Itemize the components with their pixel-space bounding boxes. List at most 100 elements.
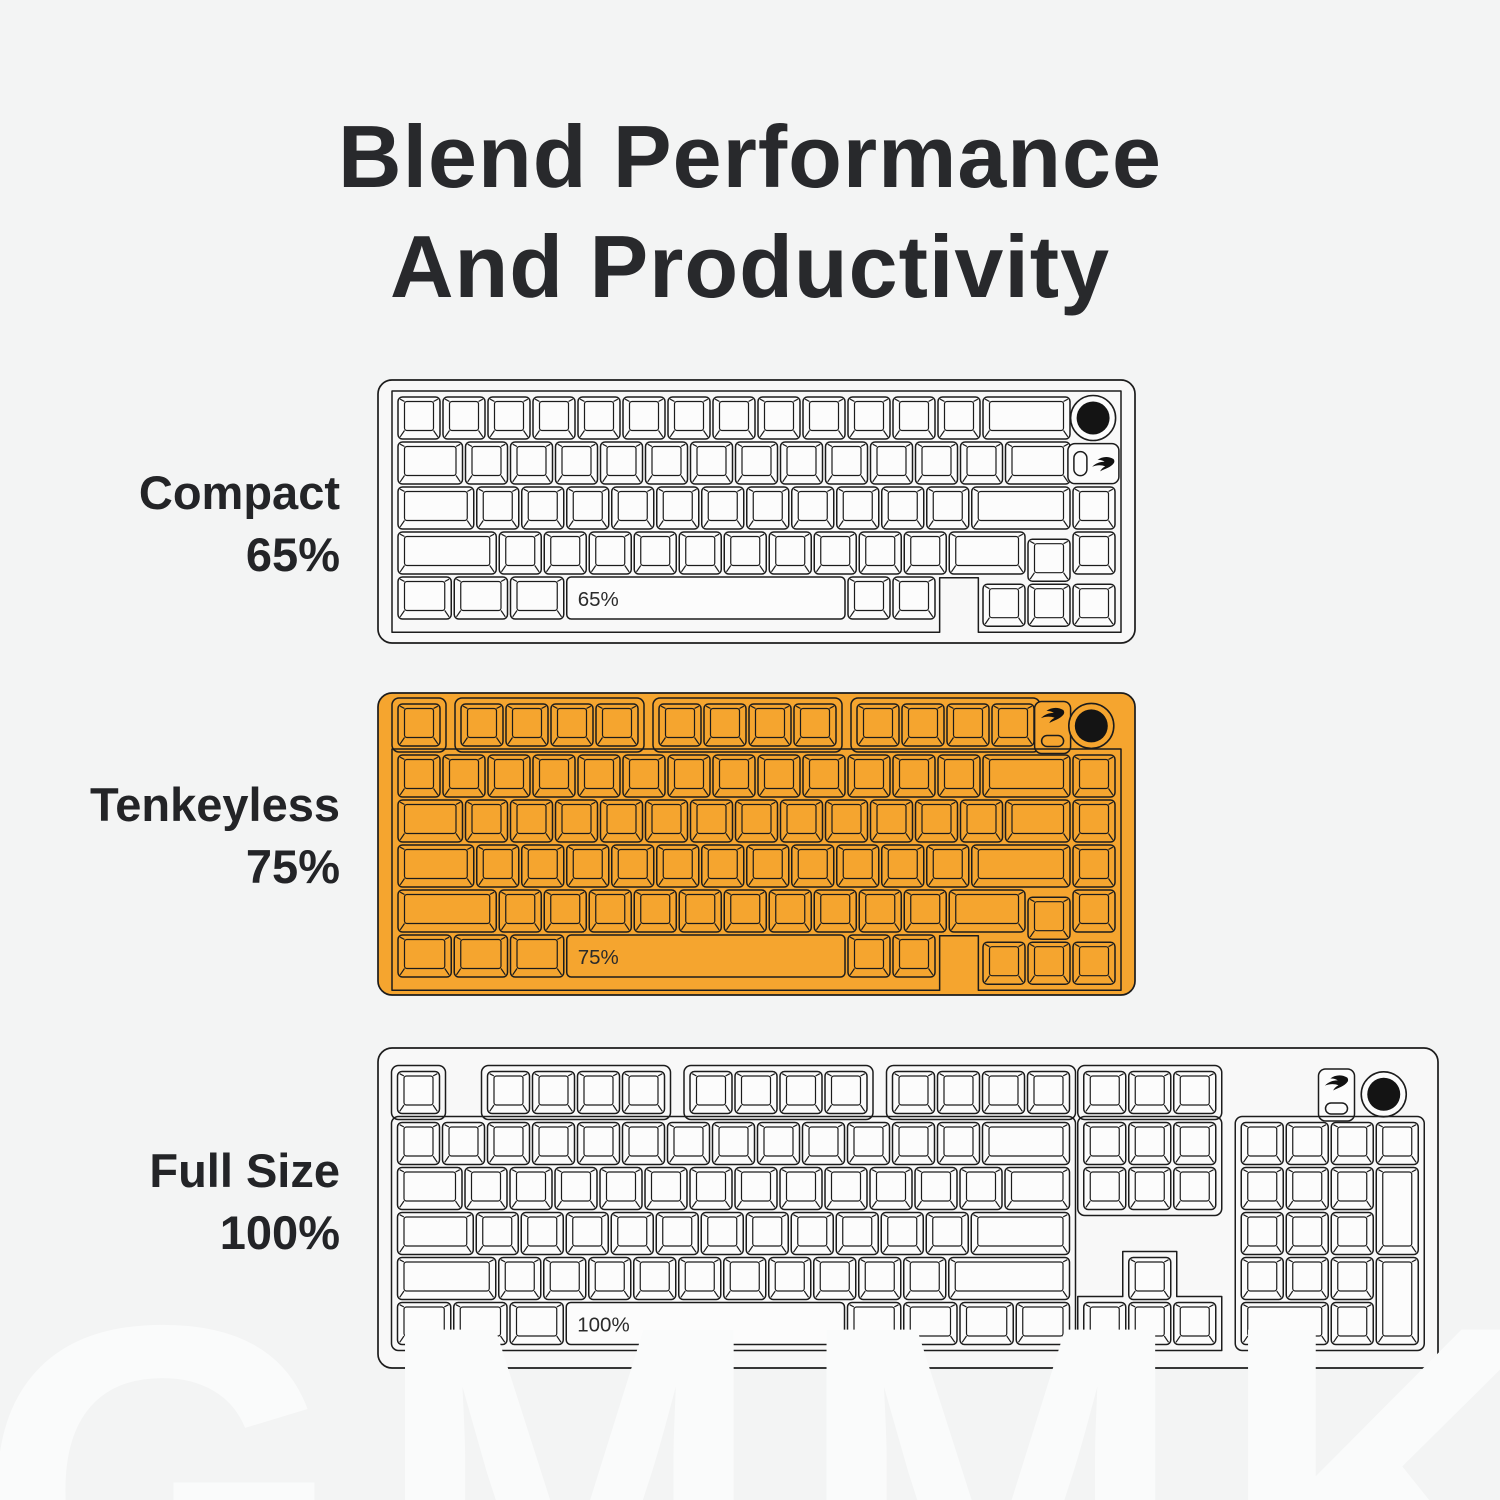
spacebar-size-label: 100%	[577, 1314, 629, 1337]
keycap	[970, 1211, 1071, 1256]
label-fullsize-name: Full Size	[149, 1144, 340, 1197]
keycap	[700, 1211, 744, 1256]
title-line-1: Blend Performance	[338, 107, 1162, 206]
keycap	[476, 486, 520, 530]
keycap	[892, 934, 936, 978]
keycap	[611, 844, 655, 888]
keycap	[1027, 538, 1071, 582]
keycap	[1072, 889, 1116, 933]
keyboard-fullsize-100-graphic: 100%	[377, 1047, 1439, 1369]
keycap	[1285, 1121, 1329, 1166]
gmmk-watermark: GMMK	[0, 1228, 1500, 1500]
keycap	[1128, 1166, 1172, 1211]
keycap	[824, 799, 869, 843]
rotary-knob	[1360, 1070, 1408, 1118]
keycap	[824, 1166, 868, 1211]
keycap	[689, 799, 734, 843]
keycap	[903, 531, 947, 575]
keycap	[869, 799, 914, 843]
indicator-panel	[1067, 442, 1120, 485]
keycap	[712, 396, 756, 440]
keycap	[397, 799, 464, 843]
keycap	[1072, 941, 1116, 985]
keycap	[453, 576, 509, 620]
keycap	[926, 486, 970, 530]
keycap	[981, 1070, 1026, 1115]
keycap	[633, 1256, 677, 1301]
key-plate	[1234, 1115, 1425, 1352]
keycap	[746, 486, 790, 530]
keycap	[554, 1166, 598, 1211]
keycap	[869, 441, 914, 485]
keycap	[464, 799, 509, 843]
label-fullsize-100: Full Size 100%	[0, 1140, 340, 1264]
keycap	[1173, 1121, 1217, 1166]
keycap	[847, 934, 891, 978]
keycap	[1072, 754, 1116, 798]
keycap	[847, 754, 891, 798]
keycap	[1083, 1166, 1127, 1211]
keycap	[881, 844, 925, 888]
keycap	[835, 1211, 879, 1256]
key-plate	[652, 697, 843, 753]
label-tenkeyless-name: Tenkeyless	[90, 778, 340, 831]
keycap	[1027, 896, 1071, 940]
keycap	[666, 1121, 711, 1166]
keycap	[734, 441, 779, 485]
keycap	[521, 486, 565, 530]
keycap	[703, 703, 747, 747]
keycap	[791, 486, 835, 530]
keycap	[734, 799, 779, 843]
keycap	[396, 1166, 463, 1211]
keycap	[667, 396, 711, 440]
rotary-knob	[1069, 394, 1117, 442]
keycap	[658, 703, 702, 747]
key-plate	[1077, 1064, 1223, 1121]
keycap	[936, 1070, 981, 1115]
keycap	[914, 799, 959, 843]
key-plate	[391, 697, 447, 753]
keycap	[1128, 1121, 1172, 1166]
keycap	[566, 486, 610, 530]
keycap	[1027, 583, 1071, 627]
keycap	[937, 396, 981, 440]
keycap	[442, 754, 486, 798]
keycap	[757, 754, 801, 798]
keycap	[1083, 1070, 1127, 1115]
keycap	[1173, 1070, 1217, 1115]
keycap	[779, 1166, 823, 1211]
label-tenkeyless-percent: 75%	[245, 840, 340, 894]
keycap	[1330, 1166, 1374, 1211]
keycap	[1072, 486, 1116, 530]
keycap	[948, 531, 1026, 575]
rotary-knob	[1067, 702, 1115, 750]
keycap	[836, 844, 880, 888]
keycap	[1128, 1070, 1172, 1115]
label-fullsize-percent: 100%	[219, 1206, 340, 1260]
keycap	[723, 531, 767, 575]
keycap	[689, 1166, 733, 1211]
keycap	[678, 531, 722, 575]
keycap	[396, 1301, 452, 1346]
keycap	[1375, 1166, 1419, 1256]
keycap	[532, 396, 576, 440]
keycap	[610, 1211, 654, 1256]
keycap	[813, 889, 857, 933]
keycap	[813, 1256, 857, 1301]
label-tenkeyless-75: Tenkeyless 75%	[0, 774, 340, 898]
label-compact-percent: 65%	[245, 528, 340, 582]
keyboard-compact-65-graphic: 65%	[377, 379, 1136, 644]
keycap	[982, 754, 1071, 798]
glorious-logo-icon	[1092, 456, 1115, 472]
keycap	[678, 1256, 722, 1301]
spacebar-size-label: 65%	[578, 588, 619, 611]
keycap	[554, 799, 599, 843]
spacebar-key: 75%	[566, 934, 846, 978]
key-plate	[391, 748, 1122, 991]
keycap	[644, 799, 689, 843]
keycap	[959, 1166, 1003, 1211]
keycap	[599, 799, 644, 843]
keycap	[768, 1256, 812, 1301]
keycap	[1072, 799, 1116, 843]
